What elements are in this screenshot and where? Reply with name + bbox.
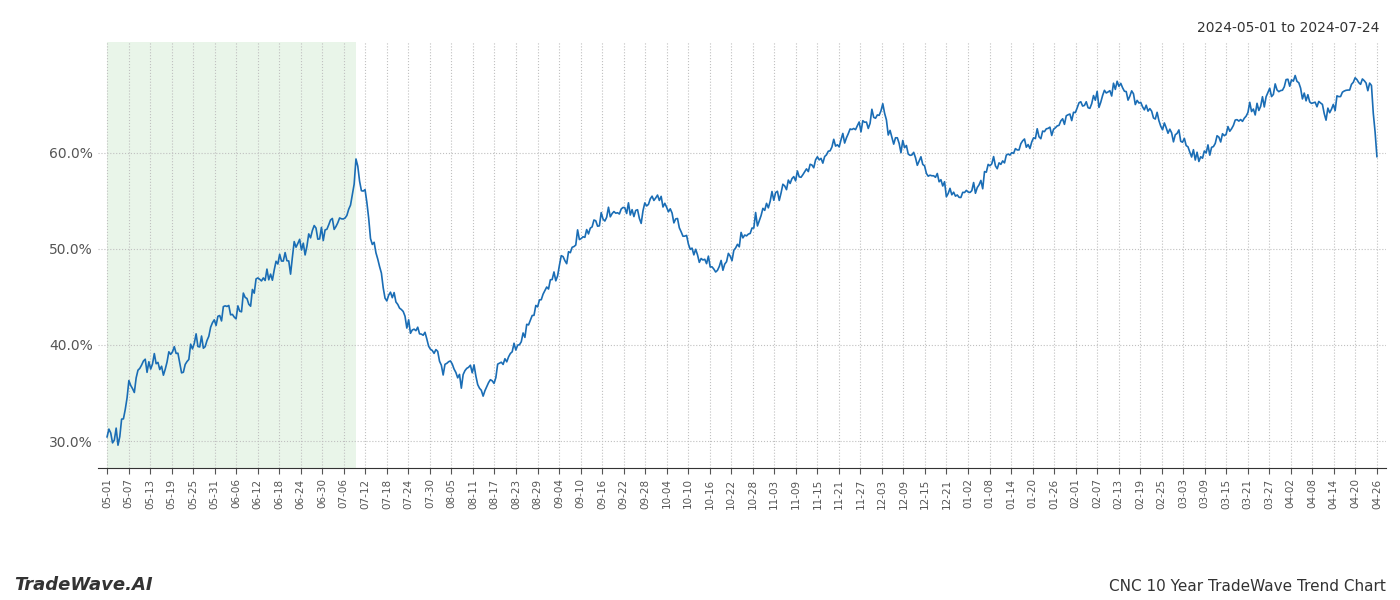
Text: 2024-05-01 to 2024-07-24: 2024-05-01 to 2024-07-24 (1197, 21, 1379, 35)
Text: TradeWave.AI: TradeWave.AI (14, 576, 153, 594)
Bar (106, 42, 356, 468)
Text: CNC 10 Year TradeWave Trend Chart: CNC 10 Year TradeWave Trend Chart (1109, 579, 1386, 594)
